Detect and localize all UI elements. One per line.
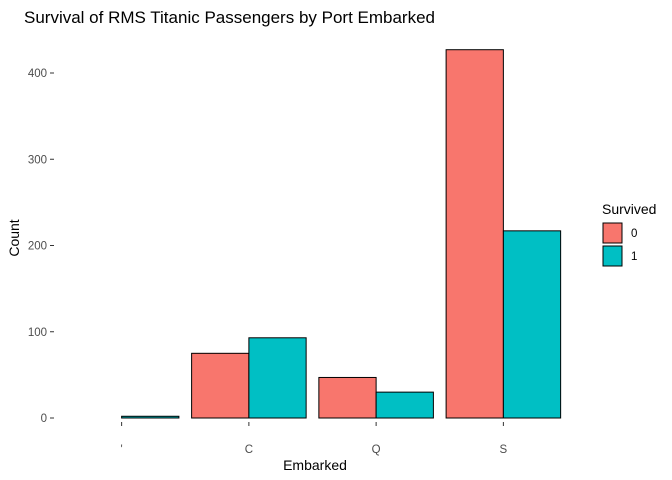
- legend-label-1: 1: [631, 251, 637, 263]
- bar-3-survived-1: [375, 391, 434, 419]
- bar-4-survived-0: [445, 49, 504, 419]
- bar-3-survived-0: [318, 376, 377, 419]
- x-tick-label: C: [245, 444, 253, 456]
- x-axis: ' C Q S: [121, 422, 508, 456]
- bar-4-survived-1: [502, 230, 562, 419]
- legend: Survived 0 1: [602, 201, 656, 267]
- bar-2-survived-0: [191, 352, 250, 419]
- y-axis-title: Count: [6, 219, 22, 256]
- x-axis-title: Embarked: [283, 457, 347, 473]
- y-tick-label: 400: [28, 68, 47, 80]
- y-axis: 0 100 200 300 400: [28, 68, 54, 425]
- legend-key-1: [602, 245, 623, 267]
- y-tick-label: 200: [28, 241, 47, 253]
- x-tick-label: Q: [372, 444, 381, 456]
- y-tick-label: 300: [28, 154, 47, 166]
- bars-layer: [121, 49, 562, 419]
- x-tick-label: ': [121, 444, 123, 456]
- x-tick-label: S: [500, 444, 508, 456]
- y-tick-label: 100: [28, 327, 47, 339]
- bar-1-survived-1: [121, 415, 180, 419]
- chart-title: Survival of RMS Titanic Passengers by Po…: [24, 8, 435, 27]
- legend-key-0: [602, 222, 623, 244]
- y-tick-label: 0: [41, 413, 47, 425]
- legend-title: Survived: [602, 201, 656, 217]
- bar-2-survived-1: [248, 337, 307, 419]
- legend-label-0: 0: [631, 228, 637, 240]
